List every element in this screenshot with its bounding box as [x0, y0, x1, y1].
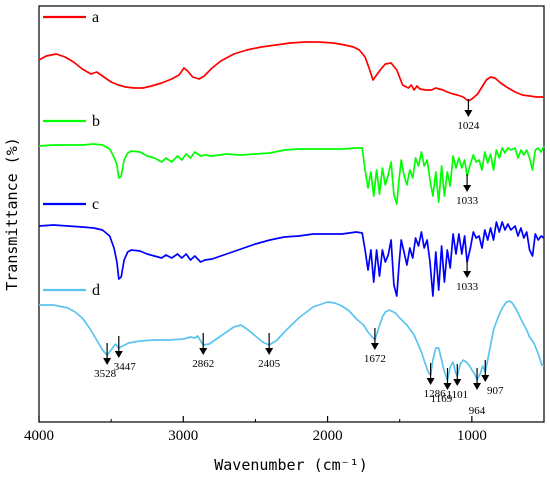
annotation-arrowhead-964	[473, 383, 482, 390]
x-tick-label-2000: 2000	[313, 428, 343, 444]
legend-layer: a b c d	[43, 9, 100, 299]
annotation-arrowhead-1024	[464, 110, 473, 117]
annotation-arrowhead-1101	[453, 379, 462, 386]
x-tick-label-1000: 1000	[457, 428, 487, 444]
annotation-arrowhead-2405	[265, 348, 274, 355]
annotation-arrowhead-2862	[199, 348, 208, 355]
annotation-label-2862: 2862	[192, 358, 214, 370]
annotation-label-2405: 2405	[258, 358, 281, 370]
series-layer	[38, 41, 545, 381]
annotation-arrowhead-1169	[443, 383, 452, 390]
y-axis-title: Transmittance (%)	[3, 137, 21, 291]
series-line-d	[39, 300, 545, 381]
annotation-label-1033: 1033	[456, 281, 479, 293]
annotation-label-3447: 3447	[114, 361, 137, 373]
annotation-label-1672: 1672	[364, 353, 386, 365]
annotation-label-964: 964	[469, 405, 486, 417]
annotation-arrowhead-1672	[370, 343, 379, 350]
series-line-b	[38, 143, 545, 205]
x-axis-title: Wavenumber (cm⁻¹)	[214, 456, 368, 474]
legend-label-a: a	[92, 9, 99, 26]
annotation-arrowhead-907	[481, 375, 490, 382]
annotation-label-1101: 1101	[446, 389, 468, 401]
series-line-a	[38, 41, 544, 102]
annotation-arrowhead-3528	[103, 358, 112, 365]
annotation-label-1024: 1024	[457, 120, 480, 132]
annotation-label-907: 907	[487, 385, 504, 397]
legend-label-d: d	[92, 282, 100, 299]
tick-layer: 4000 3000 2000 1000	[24, 416, 545, 444]
legend-label-c: c	[92, 196, 99, 213]
annotation-arrowhead-3447	[114, 351, 123, 358]
annotation-label-1169: 1169	[431, 393, 453, 405]
annotation-label-1033: 1033	[456, 195, 479, 207]
plot-frame	[38, 5, 545, 423]
x-tick-label-3000: 3000	[168, 428, 198, 444]
series-line-c	[38, 221, 545, 297]
annotation-label-1286: 1286	[424, 388, 447, 400]
annotation-arrowhead-1033	[463, 185, 472, 192]
x-tick-label-4000: 4000	[24, 428, 54, 444]
legend-label-b: b	[92, 113, 100, 130]
annotation-label-3528: 3528	[94, 368, 117, 380]
annotation-arrowhead-1286	[426, 378, 435, 385]
annotation-arrowhead-1033	[463, 271, 472, 278]
